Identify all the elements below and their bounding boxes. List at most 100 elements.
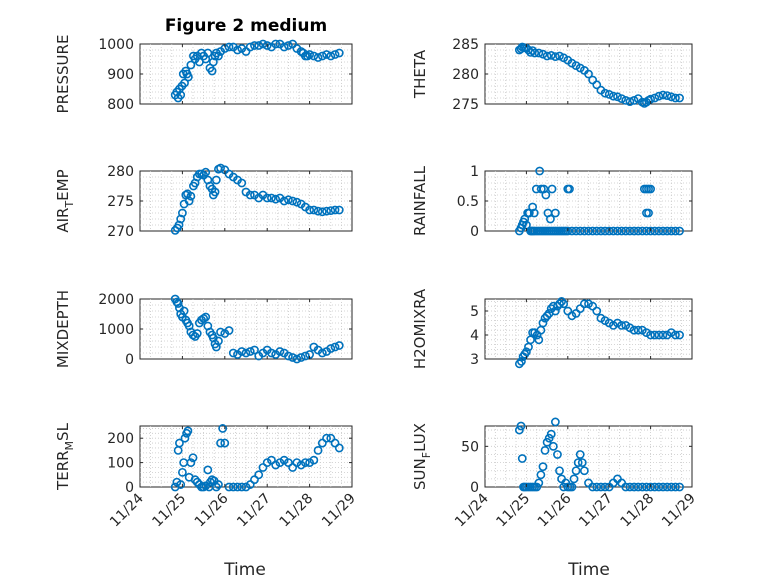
y-tick-label: 200	[107, 431, 134, 447]
subplot-rainfall: 0 0.5 1 RAINFALL	[411, 164, 693, 240]
data-point	[313, 53, 323, 62]
data-point	[633, 325, 643, 335]
subplot-mixdepth: 0 1000 2000 MIXDEPTH	[54, 290, 353, 368]
series-markers	[514, 417, 684, 492]
data-point	[214, 480, 223, 489]
subplot-h2omixra: 3 4 5 H2OMIXRA	[411, 288, 693, 369]
data-point	[514, 359, 524, 369]
subplot-air-temp: 270 275 280 AIRTEMP	[54, 163, 353, 240]
data-point	[275, 347, 285, 356]
data-point	[633, 482, 643, 492]
data-point	[547, 184, 557, 194]
data-point	[633, 226, 643, 236]
data-point	[529, 208, 539, 218]
y-axis-label: RAINFALL	[411, 165, 429, 236]
data-point	[211, 175, 221, 185]
data-point	[180, 433, 190, 443]
data-point	[642, 482, 651, 492]
subplot-pressure: 800 900 1000 PRESSURE	[54, 35, 353, 113]
y-label-main: AIR	[54, 208, 72, 233]
data-point	[180, 78, 189, 88]
data-point	[675, 330, 684, 340]
data-point	[203, 465, 213, 475]
data-point	[675, 93, 684, 103]
data-point	[571, 466, 581, 476]
data-point	[596, 226, 606, 236]
data-point	[250, 345, 259, 355]
data-point	[245, 347, 255, 356]
data-point	[592, 80, 602, 90]
data-point	[546, 214, 555, 224]
data-point	[608, 226, 618, 236]
data-point	[326, 51, 336, 61]
data-point	[250, 41, 259, 50]
data-point	[650, 93, 660, 103]
data-point	[322, 206, 331, 216]
data-point	[292, 197, 302, 207]
data-point	[245, 42, 255, 52]
data-point	[550, 306, 560, 316]
data-point	[600, 88, 610, 98]
data-point	[546, 51, 556, 60]
y-label-sub: F	[420, 452, 433, 458]
x-axis-label-right: Time	[567, 560, 610, 580]
y-tick-label: 275	[452, 97, 479, 113]
data-point	[604, 226, 614, 236]
data-point	[183, 426, 193, 436]
data-point	[550, 208, 560, 218]
data-point	[183, 72, 193, 82]
data-point	[216, 163, 225, 173]
data-point	[666, 92, 676, 102]
data-point	[588, 482, 598, 492]
data-point	[237, 347, 247, 356]
subplot-sun-flux: 0 50 11/24 11/25 11/26 11/27 11/28 11/29 SUNFLUX	[411, 417, 699, 531]
data-point	[184, 196, 194, 206]
data-point	[546, 429, 556, 439]
data-point	[175, 438, 184, 448]
data-point	[245, 480, 255, 489]
data-point	[179, 306, 189, 316]
data-point	[305, 205, 314, 215]
x-tick-label: 11/27	[576, 491, 616, 531]
figure-title: Figure 2 medium	[165, 16, 327, 36]
data-point	[176, 480, 186, 489]
data-point	[288, 353, 298, 362]
data-point	[646, 226, 655, 236]
data-point	[584, 226, 593, 236]
data-point	[671, 226, 680, 236]
data-point	[646, 330, 655, 340]
data-point	[646, 482, 655, 492]
data-point	[662, 91, 672, 100]
data-point	[621, 226, 631, 236]
data-point	[326, 206, 336, 215]
data-point	[629, 325, 639, 335]
y-tick-label: 100	[107, 456, 134, 472]
data-point	[317, 207, 327, 217]
data-point	[228, 348, 238, 358]
y-axis-label: TERRMSL	[54, 422, 76, 491]
data-point	[283, 41, 293, 50]
data-point	[254, 470, 264, 480]
data-point	[592, 482, 602, 492]
data-point	[654, 330, 664, 340]
subplot-terr-msl: 0 100 200 11/24 11/25 11/26 11/27 11/28 11/29 TER…	[54, 422, 359, 530]
data-point	[534, 478, 544, 488]
data-point	[516, 421, 526, 431]
y-tick-label: 275	[107, 194, 134, 210]
data-point	[592, 306, 602, 316]
data-point	[176, 90, 186, 100]
y-tick-label: 900	[107, 67, 134, 83]
data-point	[210, 187, 220, 197]
data-point	[625, 226, 635, 236]
y-tick-label: 0	[125, 480, 134, 496]
data-point	[228, 482, 238, 492]
data-point	[288, 196, 298, 206]
data-point	[177, 208, 187, 218]
data-point	[577, 458, 587, 467]
data-point	[579, 299, 589, 309]
data-point	[625, 482, 635, 492]
data-point	[522, 347, 531, 357]
data-point	[190, 475, 200, 485]
data-point	[650, 226, 660, 236]
y-tick-label: 280	[452, 67, 479, 83]
